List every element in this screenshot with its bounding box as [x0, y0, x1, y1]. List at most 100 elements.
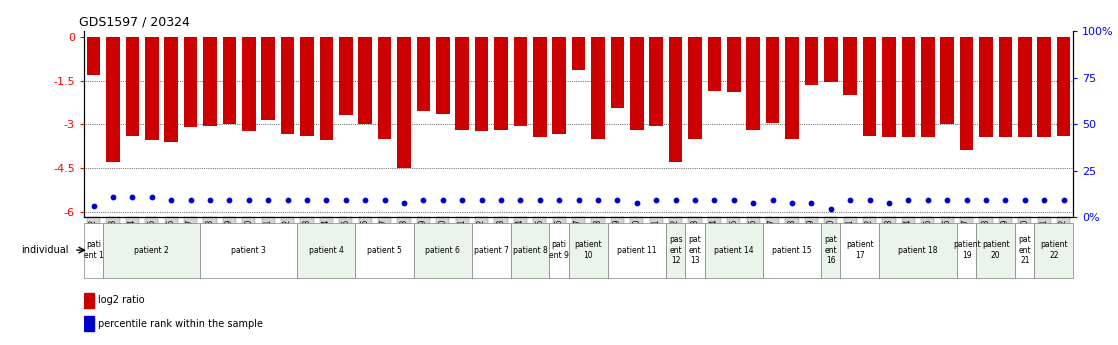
Bar	[494, 37, 508, 130]
Bar	[704, 223, 762, 278]
Bar	[571, 37, 586, 70]
Bar	[414, 223, 472, 278]
Point	[162, 197, 180, 203]
Text: patient
19: patient 19	[953, 240, 980, 260]
Bar	[262, 37, 275, 120]
Bar	[300, 37, 314, 136]
Text: log2 ratio: log2 ratio	[98, 296, 144, 305]
Text: pati
ent 1: pati ent 1	[84, 240, 104, 260]
Bar	[843, 37, 858, 95]
Bar	[666, 223, 685, 278]
Point	[278, 197, 296, 203]
Bar	[979, 37, 993, 137]
Text: pati
ent 9: pati ent 9	[549, 240, 569, 260]
Bar	[513, 37, 528, 126]
Bar	[901, 37, 916, 137]
Point	[822, 206, 840, 211]
Bar	[821, 223, 841, 278]
Point	[996, 197, 1014, 203]
Bar	[164, 37, 178, 142]
Point	[666, 197, 684, 203]
Bar	[882, 37, 896, 137]
Bar	[805, 37, 818, 85]
Bar	[1038, 37, 1051, 137]
Point	[318, 197, 335, 203]
Bar	[84, 316, 94, 331]
Bar	[650, 37, 663, 126]
Bar	[610, 37, 624, 108]
Bar	[841, 223, 879, 278]
Bar	[436, 37, 449, 114]
Bar	[222, 37, 236, 124]
Bar	[921, 37, 935, 137]
Bar	[125, 37, 139, 136]
Bar	[727, 37, 740, 92]
Text: patient
10: patient 10	[575, 240, 603, 260]
Point	[1016, 197, 1034, 203]
Point	[453, 197, 471, 203]
Point	[181, 197, 199, 203]
Point	[473, 197, 491, 203]
Bar	[203, 37, 217, 126]
Point	[977, 197, 995, 203]
Text: patient 15: patient 15	[773, 246, 812, 255]
Bar	[863, 37, 877, 136]
Bar	[87, 37, 101, 75]
Text: GDS1597 / 20324: GDS1597 / 20324	[79, 16, 190, 29]
Point	[434, 197, 452, 203]
Point	[1054, 197, 1072, 203]
Bar	[1015, 223, 1034, 278]
Bar	[320, 37, 333, 140]
Bar	[762, 223, 821, 278]
Text: patient
20: patient 20	[982, 240, 1010, 260]
Point	[531, 197, 549, 203]
Bar	[241, 37, 256, 131]
Point	[764, 197, 781, 203]
Point	[239, 197, 257, 203]
Text: pat
ent
21: pat ent 21	[1018, 235, 1031, 265]
Bar	[591, 37, 605, 139]
Point	[724, 197, 742, 203]
Point	[492, 197, 510, 203]
Point	[376, 197, 394, 203]
Point	[569, 197, 588, 203]
Bar	[359, 37, 372, 124]
Bar	[339, 37, 352, 116]
Bar	[747, 37, 760, 130]
Text: patient 8: patient 8	[513, 246, 548, 255]
Bar	[533, 37, 547, 137]
Bar	[417, 37, 430, 111]
Bar	[957, 223, 976, 278]
Bar	[785, 37, 798, 139]
Point	[608, 197, 626, 203]
Bar	[689, 37, 702, 139]
Point	[899, 197, 917, 203]
Bar	[629, 37, 644, 130]
Point	[861, 197, 879, 203]
Bar	[183, 37, 198, 127]
Point	[803, 200, 821, 206]
Bar	[106, 37, 120, 162]
Bar	[145, 37, 159, 140]
Text: pat
ent
13: pat ent 13	[689, 235, 701, 265]
Bar	[200, 223, 297, 278]
Text: patient 14: patient 14	[714, 246, 754, 255]
Point	[143, 194, 161, 200]
Bar	[281, 37, 294, 135]
Point	[647, 197, 665, 203]
Bar	[824, 37, 837, 82]
Bar	[356, 223, 414, 278]
Bar	[1034, 223, 1073, 278]
Bar	[1057, 37, 1070, 136]
Point	[938, 197, 956, 203]
Bar	[297, 223, 356, 278]
Point	[745, 200, 762, 206]
Bar	[708, 37, 721, 91]
Bar	[998, 37, 1012, 137]
Bar	[472, 223, 511, 278]
Bar	[569, 223, 608, 278]
Bar	[84, 223, 103, 278]
Point	[958, 197, 976, 203]
Bar	[549, 223, 569, 278]
Bar	[84, 293, 94, 307]
